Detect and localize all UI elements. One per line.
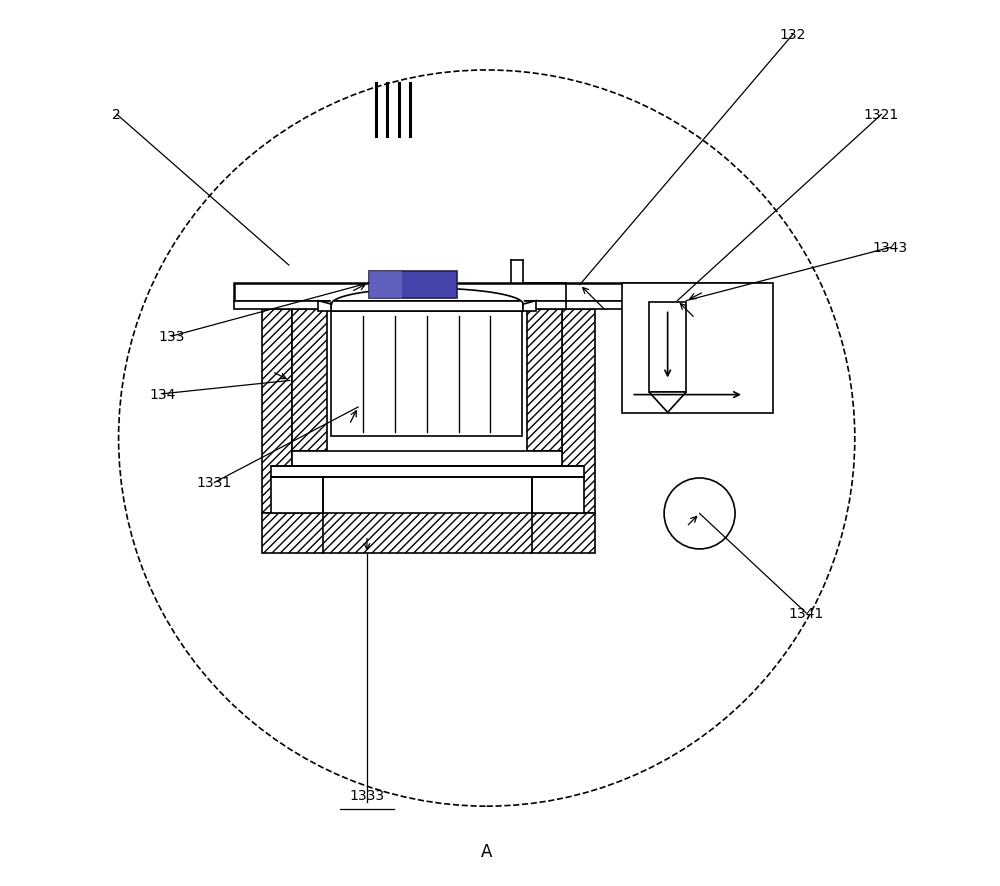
Text: 1341: 1341 bbox=[788, 606, 824, 620]
Bar bbox=[271, 467, 584, 478]
Bar bbox=[318, 301, 331, 312]
Bar bbox=[292, 452, 562, 467]
Bar bbox=[369, 272, 457, 299]
Bar bbox=[649, 303, 686, 392]
Text: 132: 132 bbox=[780, 28, 806, 43]
Bar bbox=[523, 301, 536, 312]
Bar bbox=[331, 312, 522, 437]
Text: 134: 134 bbox=[150, 387, 176, 401]
Bar bbox=[262, 310, 292, 514]
Bar bbox=[369, 272, 402, 299]
Bar bbox=[262, 514, 595, 554]
Text: 133: 133 bbox=[159, 330, 185, 344]
Bar bbox=[532, 478, 584, 514]
Bar bbox=[234, 284, 766, 301]
Bar bbox=[331, 301, 523, 312]
Text: 2: 2 bbox=[112, 108, 121, 122]
Bar bbox=[234, 301, 766, 310]
Polygon shape bbox=[331, 289, 523, 305]
Bar bbox=[527, 310, 562, 452]
Bar bbox=[562, 310, 595, 514]
Text: 1343: 1343 bbox=[873, 241, 908, 255]
Bar bbox=[271, 478, 323, 514]
Text: 1321: 1321 bbox=[864, 108, 899, 122]
Text: 1331: 1331 bbox=[197, 476, 232, 490]
Bar bbox=[292, 310, 327, 452]
Text: A: A bbox=[481, 842, 492, 859]
Bar bbox=[622, 284, 773, 414]
Polygon shape bbox=[649, 392, 686, 413]
Text: 1333: 1333 bbox=[349, 788, 385, 802]
